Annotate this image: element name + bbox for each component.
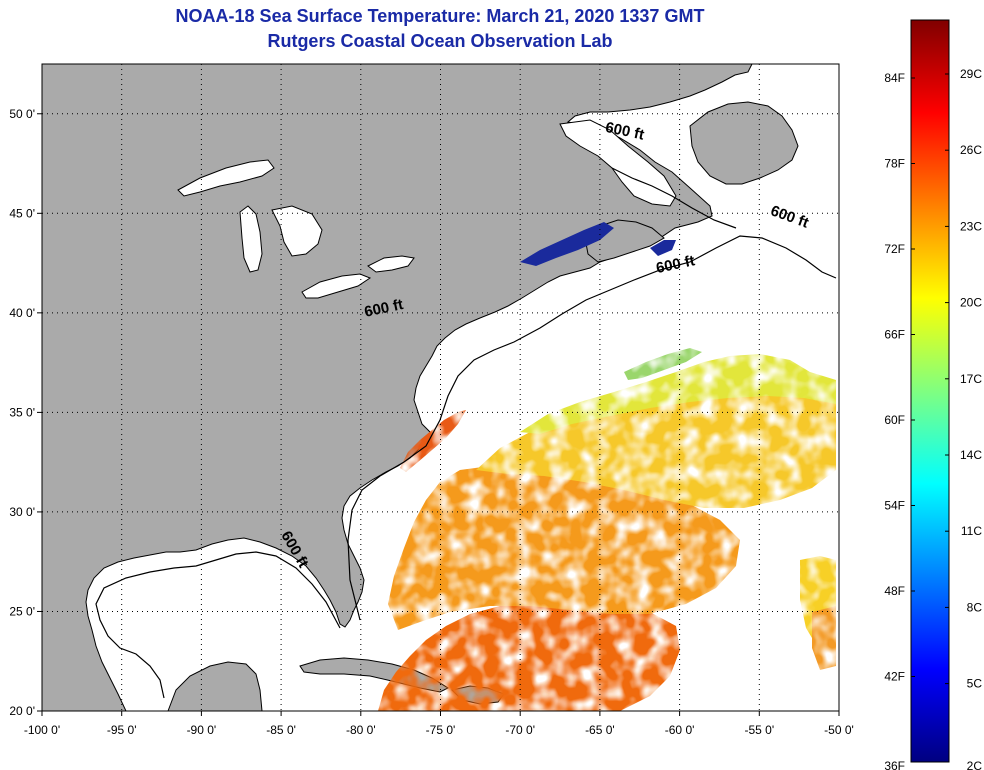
lon-tick-label: -95 0': [107, 723, 137, 737]
longitude-labels: -100 0' -95 0' -90 0' -85 0' -80 0' -75 0' -70…: [24, 711, 854, 737]
lake-ontario: [367, 255, 415, 273]
lat-tick-label: 45 0': [9, 206, 35, 220]
lon-tick-label: -90 0': [187, 723, 217, 737]
colorbar-f-label: 78F: [884, 157, 905, 171]
contour-gulf: [95, 551, 341, 699]
depth-contours: [95, 167, 837, 699]
cold-water-patches: [520, 222, 676, 266]
colorbar-f-label: 54F: [884, 499, 905, 513]
lon-tick-label: -60 0': [665, 723, 695, 737]
colorbar-f-label: 84F: [884, 71, 905, 85]
lat-tick-label: 20 0': [9, 704, 35, 718]
sst-data: [378, 348, 836, 711]
sst-patch-subtropical: [388, 466, 740, 630]
sst-patch-north: [520, 354, 836, 434]
map-subtitle: Rutgers Coastal Ocean Observation Lab: [267, 31, 613, 51]
sst-patch-cool: [624, 348, 702, 380]
lon-tick-label: -75 0': [426, 723, 456, 737]
colorbar-c-label: 11C: [961, 524, 982, 538]
newfoundland-land: [689, 101, 799, 185]
colorbar-c-label: 29C: [960, 67, 982, 81]
colorbar-c-label: 5C: [967, 677, 983, 691]
lon-tick-label: -80 0': [346, 723, 376, 737]
lon-tick-label: -100 0': [24, 723, 60, 737]
lat-tick-label: 25 0': [9, 604, 35, 618]
colorbar-f-label: 42F: [884, 670, 905, 684]
colorbar-f-label: 72F: [884, 242, 905, 256]
latitude-labels: 20 0' 25 0' 30 0' 35 0' 40 0' 45 0' 50 0': [9, 107, 42, 718]
colorbar-c-label: 2C: [967, 759, 983, 770]
colorbar-f-label: 36F: [884, 759, 905, 770]
lat-tick-label: 40 0': [9, 306, 35, 320]
sst-patch-cold-gulf-maine: [520, 222, 614, 266]
lon-tick-label: -55 0': [744, 723, 774, 737]
colorbar: [910, 19, 950, 763]
sst-patch-gulfstream: [400, 410, 466, 472]
lon-tick-label: -65 0': [585, 723, 615, 737]
map-title: NOAA-18 Sea Surface Temperature: March 2…: [175, 6, 705, 26]
lake-michigan: [239, 205, 263, 273]
colorbar-fahrenheit-labels: 84F 78F 72F 66F 60F 54F 48F 42F 36F: [884, 71, 915, 770]
yucatan-land: [167, 661, 263, 712]
colorbar-c-label: 26C: [960, 143, 982, 157]
colorbar-f-label: 60F: [884, 413, 905, 427]
sst-patch-tropical: [378, 598, 680, 711]
colorbar-f-label: 66F: [884, 328, 905, 342]
lat-tick-label: 50 0': [9, 107, 35, 121]
colorbar-c-label: 8C: [967, 600, 983, 614]
colorbar-celsius-labels: 29C 26C 23C 20C 17C 14C 11C 8C 5C 2C: [945, 67, 982, 770]
lat-tick-label: 35 0': [9, 405, 35, 419]
lat-tick-label: 30 0': [9, 505, 35, 519]
contour-east-coast: [347, 235, 837, 621]
sst-patch-se: [812, 606, 836, 670]
colorbar-c-label: 17C: [960, 372, 982, 386]
lon-tick-label: -50 0': [824, 723, 854, 737]
lake-erie: [301, 273, 372, 299]
land-masses: [41, 63, 799, 712]
lon-tick-label: -85 0': [266, 723, 296, 737]
colorbar-c-label: 23C: [960, 219, 982, 233]
colorbar-c-label: 14C: [960, 448, 982, 462]
colorbar-c-label: 20C: [960, 296, 982, 310]
lake-huron: [271, 205, 323, 257]
colorbar-f-label: 48F: [884, 584, 905, 598]
sst-patch-cold-ns: [650, 240, 676, 256]
lake-superior: [177, 159, 275, 197]
lon-tick-label: -70 0': [505, 723, 535, 737]
contour-gulf-stlawrence: [611, 167, 737, 229]
